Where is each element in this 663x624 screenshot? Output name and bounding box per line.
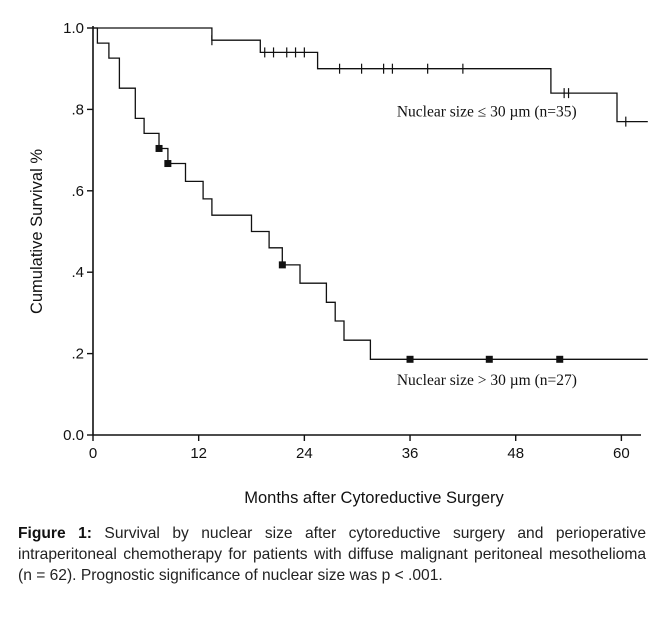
y-tick-label: .4: [71, 264, 84, 281]
figure-caption-label: Figure 1:: [18, 525, 92, 542]
survival-chart: 0 12 24 36 48 60 0.0 .2 .4 .6 .8 1.0 Months after C…: [28, 20, 648, 507]
x-tick-label: 24: [296, 445, 313, 462]
series-annotation-1: Nuclear size ≤ 30 µm (n=35): [397, 103, 577, 120]
x-tick-label: 0: [89, 445, 97, 462]
series-annotation-2: Nuclear size > 30 µm (n=27): [397, 372, 577, 389]
censor-square: [485, 355, 493, 363]
censor-square: [406, 355, 414, 363]
y-tick-label: .2: [71, 346, 84, 363]
censor-square: [164, 160, 172, 168]
series-line-2: [93, 27, 648, 360]
chart-labels: Months after Cytoreductive Surgery Cumula…: [28, 103, 577, 507]
y-tick-label: 1.0: [63, 20, 84, 37]
y-tick-label: 0.0: [63, 427, 84, 444]
chart-series: [93, 27, 648, 363]
censor-square: [556, 355, 564, 363]
figure-caption-text: Survival by nuclear size after cytoreduc…: [18, 525, 646, 584]
x-tick-label: 60: [613, 445, 630, 462]
y-tick-label: .8: [71, 101, 84, 118]
x-axis-title: Months after Cytoreductive Surgery: [244, 489, 504, 507]
figure-caption: Figure 1: Survival by nuclear size after…: [18, 523, 646, 586]
censor-square: [155, 144, 163, 152]
censor-square: [278, 261, 286, 269]
x-tick-label: 48: [507, 445, 524, 462]
y-axis-title: Cumulative Survival %: [28, 149, 46, 314]
chart-axes: 0 12 24 36 48 60 0.0 .2 .4 .6 .8 1.0: [63, 20, 641, 462]
x-tick-label: 36: [402, 445, 419, 462]
x-tick-label: 12: [190, 445, 207, 462]
y-tick-label: .6: [71, 183, 84, 200]
